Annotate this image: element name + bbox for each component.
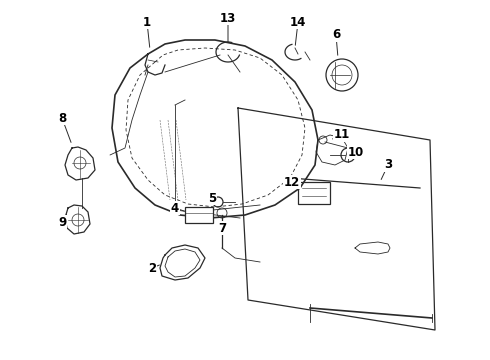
Bar (185, 207, 213, 223)
Text: 14: 14 (290, 15, 306, 28)
Text: 2: 2 (148, 261, 156, 274)
Text: 6: 6 (332, 28, 340, 41)
Text: 7: 7 (218, 221, 226, 234)
Text: 11: 11 (334, 129, 350, 141)
Text: 5: 5 (208, 192, 216, 204)
Text: 3: 3 (384, 158, 392, 171)
Text: 10: 10 (348, 145, 364, 158)
Text: 9: 9 (58, 216, 66, 229)
Text: 1: 1 (143, 15, 151, 28)
Text: 8: 8 (58, 112, 66, 125)
Text: 13: 13 (220, 12, 236, 24)
Text: 4: 4 (171, 202, 179, 215)
Bar (298, 182, 330, 204)
Text: 12: 12 (284, 175, 300, 189)
